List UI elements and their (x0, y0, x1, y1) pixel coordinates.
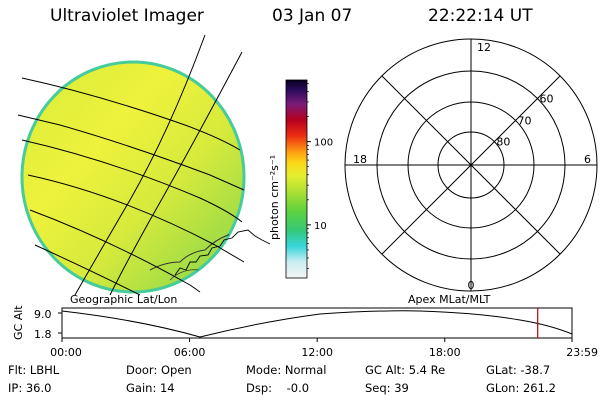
mlat-label-60: 60 (539, 93, 553, 106)
colorbar-ticks: 100 10 (307, 83, 333, 269)
info-glon: GLon: 261.2 (486, 381, 556, 395)
colorbar-tick-label-0: 100 (314, 138, 333, 149)
altitude-curve (61, 310, 573, 338)
right-panel-label: Apex MLat/MLT (408, 293, 491, 306)
mlt-label-3: 0 (468, 279, 475, 292)
image-date: 03 Jan 07 (272, 6, 353, 26)
colorbar-tick-label-1: 10 (314, 221, 327, 232)
info-seq: Seq: 39 (365, 381, 409, 395)
x-tick-label-2: 12:00 (301, 346, 333, 359)
mlat-label-80: 80 (496, 136, 510, 149)
mlat-label-70: 70 (518, 114, 532, 127)
colorbar-unit-label: photon cm⁻²s⁻¹ (268, 155, 281, 240)
image-time: 22:22:14 UT (428, 6, 533, 26)
globe-image (20, 60, 246, 294)
info-gcalt: GC Alt: 5.4 Re (365, 363, 446, 377)
geographic-grid (17, 34, 245, 296)
x-tick-label-0: 00:00 (50, 346, 82, 359)
info-flt: Flt: LBHL (8, 363, 60, 377)
polar-plot (344, 38, 598, 292)
y-tick-top: 9.0 (34, 308, 52, 321)
mlt-label-1: 18 (353, 153, 367, 166)
image-title: Ultraviolet Imager (50, 6, 204, 26)
info-ip: IP: 36.0 (8, 381, 52, 395)
x-tick-label-3: 18:00 (429, 346, 461, 359)
mlt-label-2: 6 (584, 153, 591, 166)
left-panel-label: Geographic Lat/Lon (70, 293, 177, 306)
info-door: Door: Open (126, 363, 192, 377)
x-tick-label-4: 23:59 (566, 346, 598, 359)
timeline-axis-label: GC Alt (12, 305, 25, 340)
info-dsp: Dsp: -0.0 (246, 381, 310, 395)
info-gain: Gain: 14 (126, 381, 175, 395)
info-mode: Mode: Normal (246, 363, 327, 377)
coastline (174, 229, 271, 276)
y-tick-bottom: 1.8 (34, 328, 52, 341)
timeline-x-ticks: 00:00 06:00 12:00 18:00 23:59 (50, 338, 598, 359)
colorbar (285, 79, 308, 279)
x-tick-label-1: 06:00 (174, 346, 206, 359)
info-glat: GLat: -38.7 (486, 363, 551, 377)
mlt-label-0: 12 (477, 41, 491, 54)
